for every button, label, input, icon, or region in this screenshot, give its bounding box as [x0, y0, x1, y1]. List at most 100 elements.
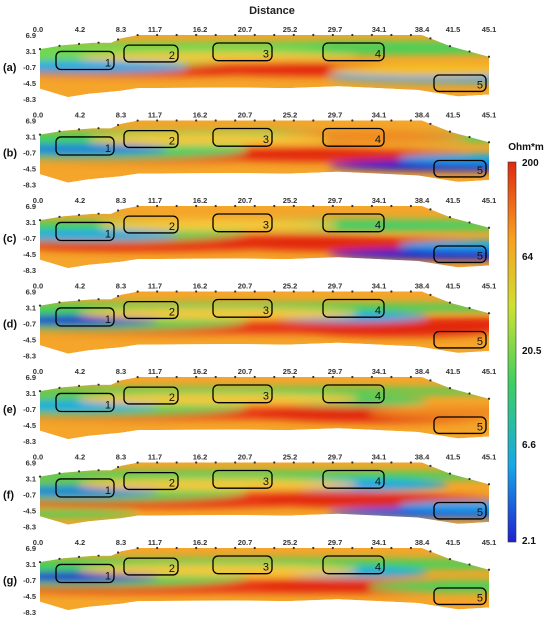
- y-tick-label: -0.7: [23, 320, 36, 329]
- y-tick-label: -8.3: [23, 181, 36, 190]
- x-tick-label: 16.2: [193, 367, 208, 376]
- y-tick-label: -4.5: [23, 592, 36, 601]
- x-tick-label: 20.7: [238, 453, 253, 462]
- x-tick-label: 29.7: [328, 111, 343, 120]
- electrode-marker: [390, 33, 393, 37]
- colorbar-gradient: [507, 161, 517, 543]
- zone-3-label: 3: [263, 476, 269, 488]
- zone-5-box: [433, 245, 487, 264]
- electrode-marker: [214, 375, 217, 379]
- zone-4-box: [322, 213, 385, 233]
- x-tick-label: 8.3: [116, 282, 126, 291]
- anomaly: [40, 509, 138, 518]
- x-tick-label: 34.1: [372, 453, 387, 462]
- resistivity-section: [40, 35, 489, 98]
- x-tick-label: 8.3: [116, 367, 126, 376]
- x-tick-label: 25.2: [283, 111, 298, 120]
- electrode-marker: [38, 47, 42, 51]
- x-tick-label: 25.2: [283, 538, 298, 547]
- electrode-marker: [351, 546, 354, 550]
- electrode-marker: [136, 546, 139, 550]
- x-tick-label: 45.1: [482, 538, 497, 547]
- x-tick-label: 29.7: [328, 538, 343, 547]
- anomaly: [328, 64, 489, 77]
- electrode-marker: [312, 375, 315, 379]
- electrode-marker: [487, 55, 491, 58]
- x-tick-label: 20.7: [238, 367, 253, 376]
- zone-2-box: [123, 129, 179, 149]
- y-tick-label: -8.3: [23, 352, 36, 361]
- electrode-marker: [38, 475, 42, 478]
- electrode-marker: [429, 37, 432, 40]
- panel-d: 0.0 4.2 8.3 11.7 16.2 20.7 25.2 29.7 34.1 38.4 41.…: [3, 282, 496, 361]
- electrode-marker: [292, 290, 295, 293]
- electrode-marker: [370, 546, 373, 550]
- y-tick-label: 3.1: [26, 475, 36, 484]
- electrode-marker: [487, 312, 491, 315]
- x-tick-label: 11.7: [148, 453, 162, 462]
- electrode-marker: [448, 130, 452, 133]
- electrode-marker: [429, 122, 432, 125]
- panel-g: 0.0 4.2 8.3 11.7 16.2 20.7 25.2 29.7 34.1 38.4 41.…: [3, 538, 497, 617]
- electrode-marker: [468, 50, 471, 53]
- x-tick-label: 16.2: [193, 538, 208, 547]
- electrode-marker: [116, 38, 120, 41]
- electrode-marker: [116, 380, 120, 383]
- anomaly: [40, 144, 168, 155]
- anomaly: [98, 219, 338, 232]
- zone-3-label: 3: [263, 562, 269, 574]
- electrode-marker: [116, 294, 120, 298]
- x-tick-label: 11.7: [148, 111, 162, 120]
- x-tick-label: 0.0: [33, 453, 43, 462]
- zone-4-box: [322, 127, 385, 147]
- y-tick-label: -0.7: [23, 234, 36, 243]
- electrode-marker: [292, 461, 295, 464]
- zone-5-box: [433, 416, 487, 435]
- resistivity-section: [40, 377, 489, 440]
- electrode-marker: [312, 290, 315, 293]
- anomaly: [78, 393, 358, 406]
- electrode-marker: [156, 33, 159, 37]
- panels-group: 0.0 4.2 8.3 11.7 16.2 20.7 25.2 29.7 34.1 38.4 41.…: [3, 25, 497, 617]
- electrode-marker: [38, 218, 42, 222]
- resistivity-section: [40, 291, 489, 354]
- electrode-marker: [234, 290, 237, 293]
- x-tick-label: 45.1: [482, 111, 497, 120]
- zone-2-box: [123, 300, 179, 320]
- panel-b: 0.0 4.2 8.3 11.7 16.2 20.7 25.2 29.7 34.1 38.4 41.…: [3, 111, 497, 190]
- x-tick-label: 8.3: [116, 453, 126, 462]
- electrode-marker: [429, 550, 432, 553]
- anomaly: [398, 153, 489, 164]
- zone-3-box: [212, 298, 273, 318]
- zone-1-box: [55, 221, 115, 242]
- anomaly: [368, 317, 489, 330]
- colorbar-tick-2-1: 2.1: [522, 536, 536, 547]
- electrode-marker: [370, 290, 373, 293]
- electrode-marker: [312, 461, 315, 464]
- zone-5-box: [433, 587, 487, 606]
- electrode-marker: [390, 119, 393, 122]
- electrode-marker: [331, 33, 334, 37]
- electrode-marker: [156, 119, 159, 122]
- electrode-marker: [331, 546, 334, 550]
- zone-3-box: [212, 127, 273, 147]
- electrode-marker: [156, 290, 159, 293]
- electrode-marker: [136, 204, 139, 208]
- zone-2-label: 2: [169, 392, 175, 404]
- zone-4-box: [322, 555, 385, 575]
- electrode-marker: [331, 290, 334, 293]
- electrode-marker: [214, 33, 217, 37]
- zone-3-label: 3: [263, 305, 269, 317]
- y-tick-label: -8.3: [23, 523, 36, 532]
- x-tick-label: 4.2: [75, 367, 85, 376]
- resistivity-section: [40, 548, 489, 611]
- y-tick-label: 3.1: [26, 560, 36, 569]
- electrode-marker: [390, 461, 393, 464]
- electrode-marker: [234, 119, 237, 122]
- x-tick-label: 4.2: [75, 538, 85, 547]
- electrode-marker: [273, 204, 276, 208]
- resistivity-anomalies: [40, 302, 489, 337]
- electrode-marker: [312, 204, 315, 208]
- electrode-marker: [175, 33, 178, 37]
